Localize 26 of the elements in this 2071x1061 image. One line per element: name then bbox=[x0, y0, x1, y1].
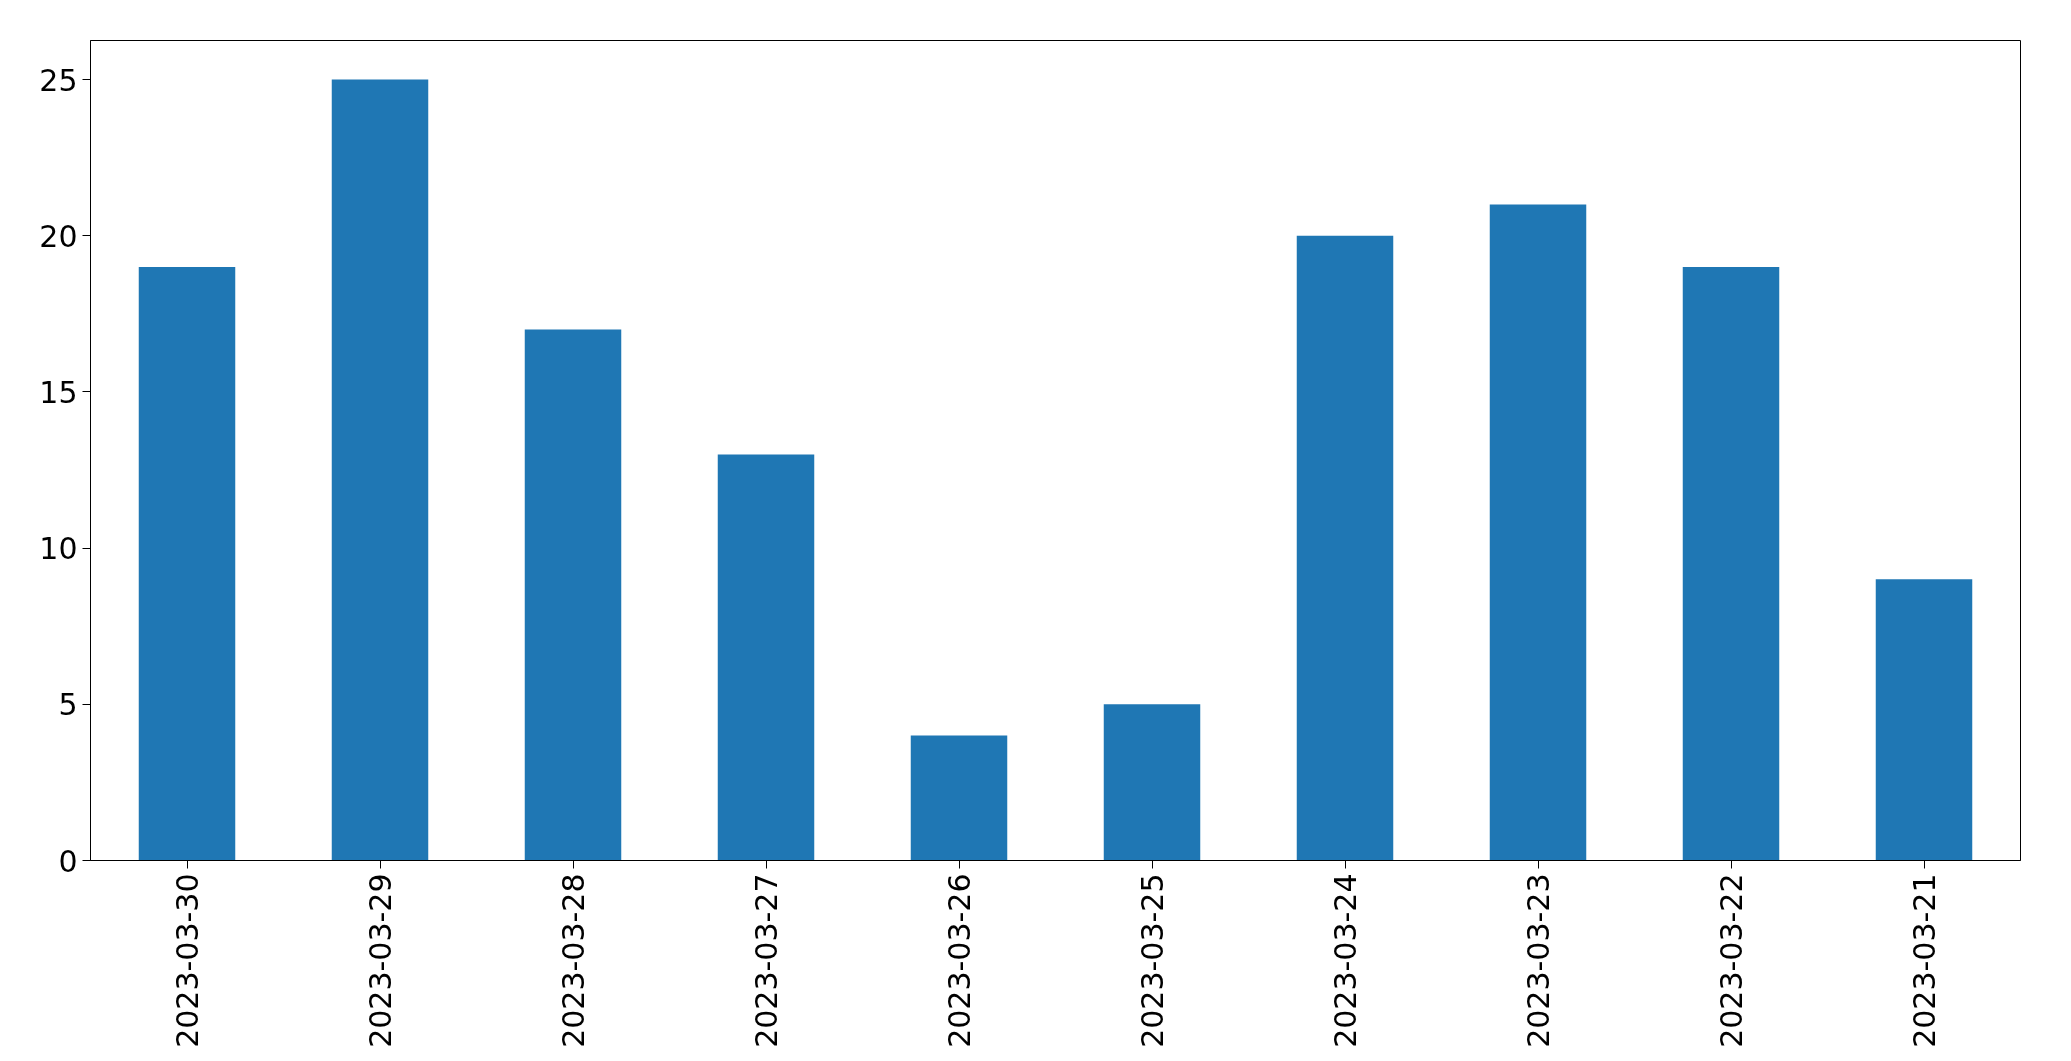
bar bbox=[1103, 704, 1201, 861]
bar bbox=[1489, 204, 1587, 861]
bar bbox=[331, 79, 429, 861]
x-tick-label: 2023-03-22 bbox=[1714, 873, 1749, 1048]
bar bbox=[524, 329, 622, 861]
x-tick-label: 2023-03-27 bbox=[749, 873, 784, 1048]
bar bbox=[910, 735, 1008, 861]
x-tick-label: 2023-03-28 bbox=[556, 873, 591, 1048]
bar bbox=[1682, 266, 1780, 861]
x-tick-label: 2023-03-29 bbox=[363, 873, 398, 1048]
y-tick-label: 25 bbox=[39, 62, 78, 98]
y-tick-label: 5 bbox=[58, 687, 78, 723]
x-tick-label: 2023-03-24 bbox=[1328, 873, 1363, 1048]
bar bbox=[138, 266, 236, 861]
x-tick-label: 2023-03-30 bbox=[170, 873, 205, 1048]
bar bbox=[717, 454, 815, 861]
y-tick-label: 0 bbox=[58, 843, 78, 879]
x-tick-label: 2023-03-21 bbox=[1907, 873, 1942, 1048]
y-tick-label: 20 bbox=[39, 218, 78, 254]
x-tick-label: 2023-03-26 bbox=[942, 873, 977, 1048]
y-tick-label: 10 bbox=[39, 531, 78, 567]
x-tick-label: 2023-03-25 bbox=[1135, 873, 1170, 1048]
bar bbox=[1296, 235, 1394, 861]
bar bbox=[1875, 579, 1973, 861]
y-tick-label: 15 bbox=[39, 374, 78, 410]
x-tick-label: 2023-03-23 bbox=[1521, 873, 1556, 1048]
